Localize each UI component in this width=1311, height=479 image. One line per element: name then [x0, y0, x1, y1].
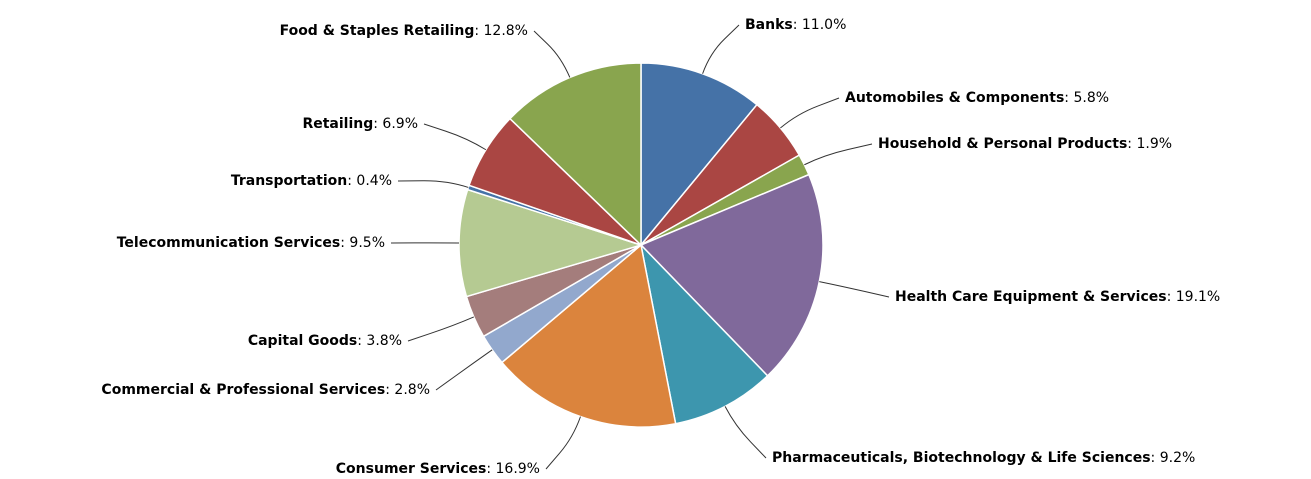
connector	[533, 30, 571, 78]
connector	[397, 180, 469, 188]
label-name: Telecommunication Services	[117, 235, 341, 251]
label-value: : 16.9%	[486, 461, 540, 477]
label-name: Health Care Equipment & Services	[895, 289, 1167, 305]
label-name: Household & Personal Products	[878, 136, 1127, 152]
label-value: : 19.1%	[1167, 289, 1221, 305]
label-name: Pharmaceuticals, Biotechnology & Life Sc…	[772, 450, 1151, 466]
connector	[702, 24, 740, 74]
data-label: Commercial & Professional Services: 2.8%	[101, 382, 430, 398]
connector	[545, 416, 581, 470]
data-label: Transportation: 0.4%	[231, 173, 392, 189]
data-label: Pharmaceuticals, Biotechnology & Life Sc…	[772, 450, 1195, 466]
label-name: Capital Goods	[248, 333, 357, 349]
pie-slice	[639, 173, 824, 377]
label-value: : 1.9%	[1127, 136, 1172, 152]
data-label: Food & Staples Retailing: 12.8%	[280, 23, 528, 39]
connector	[724, 406, 767, 459]
data-label: Telecommunication Services: 9.5%	[117, 235, 385, 251]
label-value: : 12.8%	[474, 23, 528, 39]
label-name: Banks	[745, 17, 793, 33]
connector	[407, 316, 475, 342]
connector	[423, 123, 487, 151]
label-value: : 3.8%	[357, 333, 402, 349]
connector	[780, 97, 840, 129]
label-value: : 5.8%	[1064, 90, 1109, 106]
data-label: Retailing: 6.9%	[302, 116, 418, 132]
data-label: Health Care Equipment & Services: 19.1%	[895, 289, 1220, 305]
label-name: Consumer Services	[336, 461, 487, 477]
label-value: : 2.8%	[385, 382, 430, 398]
label-value: : 0.4%	[347, 173, 392, 189]
data-label: Household & Personal Products: 1.9%	[878, 136, 1172, 152]
label-value: : 9.5%	[340, 235, 385, 251]
label-name: Retailing	[302, 116, 373, 132]
connector	[804, 143, 873, 166]
label-name: Transportation	[231, 173, 347, 189]
label-name: Food & Staples Retailing	[280, 23, 475, 39]
label-value: : 9.2%	[1151, 450, 1196, 466]
label-value: : 11.0%	[793, 17, 847, 33]
data-label: Capital Goods: 3.8%	[248, 333, 402, 349]
pie-slice	[640, 62, 758, 248]
label-name: Automobiles & Components	[845, 90, 1064, 106]
label-name: Commercial & Professional Services	[101, 382, 385, 398]
data-label: Banks: 11.0%	[745, 17, 846, 33]
data-label: Automobiles & Components: 5.8%	[845, 90, 1109, 106]
data-label: Consumer Services: 16.9%	[336, 461, 540, 477]
label-value: : 6.9%	[373, 116, 418, 132]
connector	[819, 281, 890, 298]
connector	[435, 349, 493, 391]
